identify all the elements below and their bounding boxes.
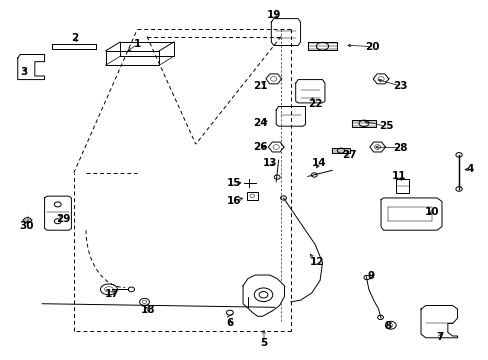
Text: 29: 29 <box>56 214 70 224</box>
Text: 26: 26 <box>252 142 267 152</box>
Polygon shape <box>420 306 457 338</box>
Text: 22: 22 <box>307 99 322 109</box>
Text: 4: 4 <box>465 164 472 174</box>
Text: 8: 8 <box>384 321 391 331</box>
Text: 30: 30 <box>19 221 34 230</box>
Text: 1: 1 <box>133 40 141 49</box>
Text: 12: 12 <box>309 257 323 267</box>
Text: 24: 24 <box>252 118 267 128</box>
Text: 20: 20 <box>364 42 379 51</box>
Polygon shape <box>243 275 284 316</box>
Text: 5: 5 <box>260 338 267 348</box>
Text: 7: 7 <box>435 332 442 342</box>
Bar <box>307 42 336 50</box>
Bar <box>395 179 408 193</box>
Polygon shape <box>44 196 71 230</box>
Text: 17: 17 <box>104 289 119 299</box>
Bar <box>351 120 375 127</box>
Text: 10: 10 <box>424 207 439 217</box>
Text: 3: 3 <box>20 67 28 77</box>
Ellipse shape <box>455 186 461 191</box>
Text: 2: 2 <box>71 33 78 43</box>
Text: 9: 9 <box>367 271 374 281</box>
Text: 28: 28 <box>392 143 407 153</box>
Text: 6: 6 <box>226 319 233 328</box>
Text: 27: 27 <box>341 150 356 160</box>
Text: 16: 16 <box>226 196 241 206</box>
Polygon shape <box>380 198 441 230</box>
Text: 15: 15 <box>226 178 241 188</box>
Text: 11: 11 <box>391 171 406 181</box>
Ellipse shape <box>455 153 461 157</box>
Text: 25: 25 <box>378 121 392 131</box>
Bar <box>331 148 349 153</box>
Text: 23: 23 <box>392 81 407 91</box>
Text: 19: 19 <box>266 10 281 20</box>
Text: 21: 21 <box>252 81 267 91</box>
Text: 14: 14 <box>311 158 326 168</box>
Bar <box>246 192 257 200</box>
Text: 13: 13 <box>263 158 277 168</box>
Text: 18: 18 <box>141 305 155 315</box>
